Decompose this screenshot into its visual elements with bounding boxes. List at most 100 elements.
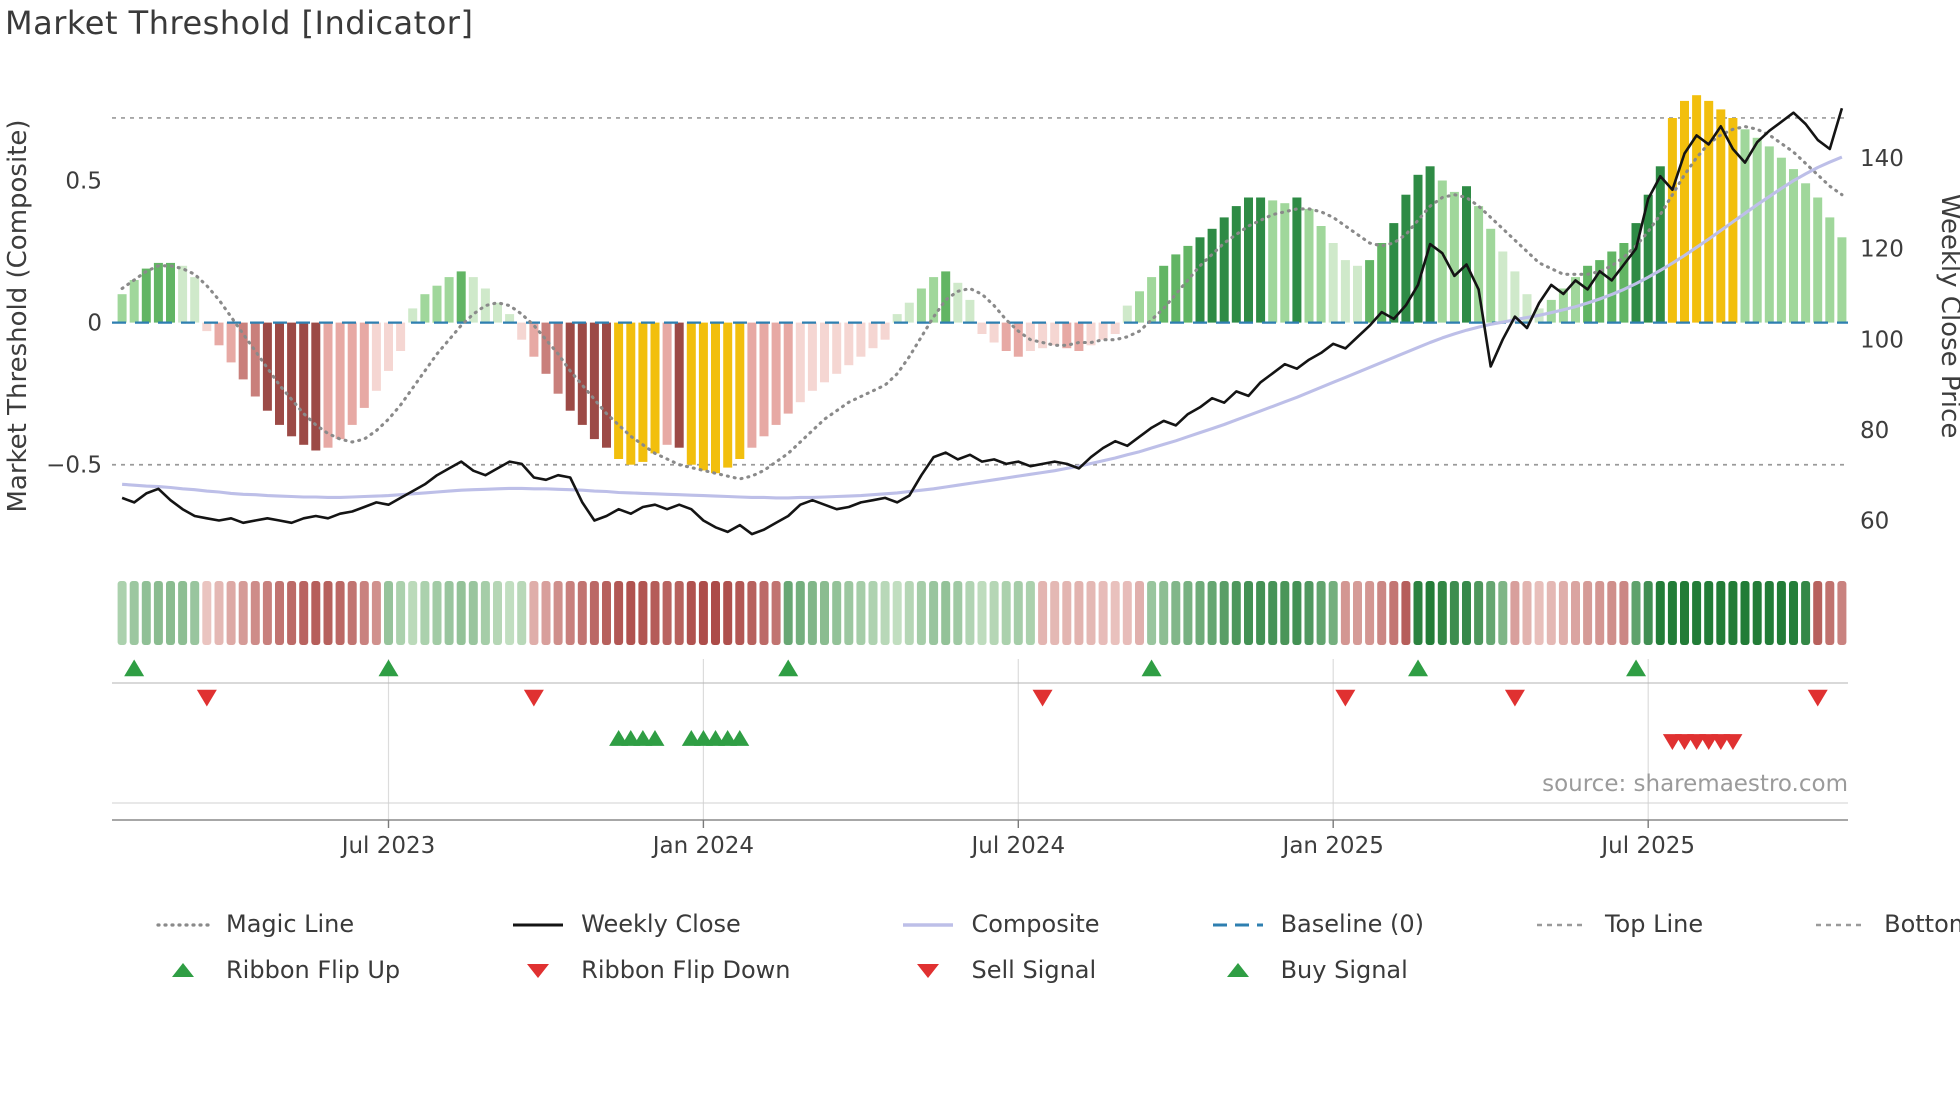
ribbon-cell [856, 581, 866, 645]
threshold-bar [941, 271, 951, 323]
buy-signal-marker [706, 729, 726, 746]
threshold-bar [1365, 260, 1375, 323]
ribbon-cell [904, 581, 914, 645]
threshold-bar [1801, 183, 1811, 323]
ribbon-cell [747, 581, 757, 645]
threshold-bar [904, 302, 914, 323]
threshold-bar [1680, 100, 1689, 323]
threshold-bar [1135, 291, 1144, 323]
threshold-bar [359, 322, 369, 408]
threshold-bar [1195, 237, 1205, 323]
ribbon-cell [1098, 581, 1108, 645]
threshold-bar [1280, 203, 1290, 323]
threshold-bar [650, 322, 660, 454]
legend-item-magic-line: Magic Line [155, 910, 400, 938]
ribbon-cell [602, 581, 611, 645]
ribbon-cell [1728, 581, 1738, 645]
threshold-bar [844, 322, 854, 366]
threshold-bar [396, 322, 406, 351]
legend-item-baseline: Baseline (0) [1210, 910, 1424, 938]
threshold-bar [529, 322, 539, 357]
threshold-bar [129, 280, 139, 323]
threshold-bar [1667, 118, 1677, 323]
ribbon-cell [771, 581, 781, 645]
legend-label-ribbon-flip-down: Ribbon Flip Down [581, 956, 791, 984]
ribbon-cell [989, 581, 999, 645]
legend-swatch-dashed-gray [1536, 923, 1587, 926]
ribbon-cell [1244, 581, 1253, 645]
threshold-bar [1122, 305, 1132, 323]
ribbon-cell [916, 581, 926, 645]
ribbon-cell [1437, 581, 1447, 645]
threshold-bar [856, 322, 866, 357]
threshold-bar [1001, 322, 1011, 351]
ribbon-cell [1353, 581, 1362, 645]
ribbon-cell [1316, 581, 1326, 645]
ribbon-cell [1025, 581, 1035, 645]
threshold-bar [553, 322, 563, 394]
left-axis-tick-label: 0 [87, 311, 102, 337]
threshold-bar [626, 322, 636, 465]
ribbon-cell [1110, 581, 1120, 645]
ribbon-cell [795, 581, 805, 645]
x-axis-tick-label: Jul 2023 [340, 833, 436, 859]
ribbon-cell [832, 581, 842, 645]
ribbon-cell [1474, 581, 1484, 645]
legend-swatch-dashed-gray [1816, 923, 1867, 926]
ribbon-flip-up-marker [1408, 659, 1429, 677]
threshold-bar [371, 322, 381, 391]
ribbon-cell [178, 581, 188, 645]
threshold-bar [1558, 288, 1568, 323]
ribbon-cell [117, 581, 127, 645]
threshold-bar [408, 308, 418, 323]
ribbon-cell [638, 581, 648, 645]
threshold-bar [1268, 200, 1278, 323]
buy-signal-marker [609, 729, 629, 746]
buy-signal-marker [681, 729, 701, 746]
ribbon-flip-up-marker [378, 659, 399, 677]
threshold-bar [1704, 100, 1714, 323]
ribbon-cell [723, 581, 733, 645]
ribbon-cell [759, 581, 769, 645]
legend-label-top-line: Top Line [1604, 910, 1704, 938]
ribbon-cell [456, 581, 466, 645]
ribbon-cell [444, 581, 454, 645]
ribbon-cell [1764, 581, 1774, 645]
ribbon-flip-down-marker [1807, 689, 1828, 707]
legend-item-top-line: Top Line [1534, 910, 1703, 938]
threshold-bar [493, 302, 502, 323]
ribbon-cell [311, 581, 321, 645]
threshold-bar [723, 322, 733, 468]
threshold-bar [1583, 265, 1593, 323]
threshold-bar [965, 299, 975, 323]
ribbon-cell [1583, 581, 1593, 645]
ribbon-cell [929, 581, 939, 645]
threshold-bar [1837, 237, 1847, 323]
legend-item-buy-signal: Buy Signal [1210, 956, 1424, 984]
ribbon-cell [359, 581, 369, 645]
chart-canvas: 0.5 0 −0.5 140 120 100 80 60 Market Threshold (C… [3, 95, 1960, 859]
threshold-bar [1692, 95, 1702, 323]
ribbon-cell [202, 581, 212, 645]
ribbon-cell [553, 581, 563, 645]
ribbon-cell [1813, 581, 1823, 645]
threshold-bar [916, 288, 926, 323]
threshold-bar [117, 294, 127, 323]
threshold-bar [1571, 277, 1580, 323]
threshold-bar [153, 262, 163, 323]
ribbon-cell [807, 581, 817, 645]
threshold-bar [141, 268, 151, 323]
threshold-bar [892, 314, 902, 323]
ribbon-cell [1425, 581, 1435, 645]
threshold-bar [420, 294, 430, 323]
sell-signal-marker [1699, 734, 1719, 751]
buy-signal-marker [693, 729, 713, 746]
threshold-bar [1474, 206, 1484, 323]
buy-signal-marker [633, 729, 653, 746]
buy-signal-marker [645, 729, 665, 746]
ribbon-cell [1655, 581, 1665, 645]
ribbon-cell [880, 581, 890, 645]
ribbon-cell [1086, 581, 1096, 645]
threshold-bar [1619, 243, 1629, 323]
